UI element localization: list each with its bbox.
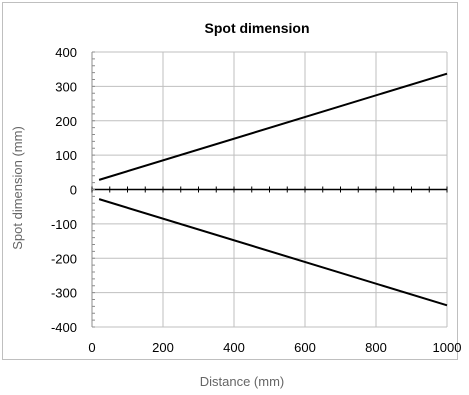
chart-title: Spot dimension xyxy=(205,20,310,36)
y-tick-label-3: 100 xyxy=(55,148,77,163)
y-tick-labels: 400 300 200 100 0 -100 -200 -300 -400 xyxy=(51,45,77,335)
x-axis-label: Distance (mm) xyxy=(200,374,285,389)
y-tick-label-4: 0 xyxy=(70,183,77,198)
y-axis-label: Spot dimension (mm) xyxy=(10,126,25,250)
series-line-0 xyxy=(98,72,448,181)
x-tick-labels: 0 200 400 600 800 1000 xyxy=(88,340,461,355)
y-tick-label-8: -400 xyxy=(51,320,77,335)
grid-lines xyxy=(91,51,448,328)
chart-frame xyxy=(2,2,458,360)
series-line-1 xyxy=(98,198,448,307)
minor-ticks xyxy=(91,51,448,328)
y-tick-label-1: 300 xyxy=(55,79,77,94)
x-tick-label-0: 0 xyxy=(88,340,95,355)
y-tick-label-2: 200 xyxy=(55,114,77,129)
x-tick-label-2: 400 xyxy=(223,340,245,355)
y-tick-label-7: -300 xyxy=(51,286,77,301)
x-tick-label-4: 800 xyxy=(365,340,387,355)
y-tick-label-5: -100 xyxy=(51,217,77,232)
x-tick-label-1: 200 xyxy=(152,340,174,355)
x-tick-label-5: 1000 xyxy=(433,340,462,355)
series-lines xyxy=(98,72,448,307)
x-tick-label-3: 600 xyxy=(294,340,316,355)
y-tick-label-0: 400 xyxy=(55,45,77,60)
y-tick-label-6: -200 xyxy=(51,251,77,266)
